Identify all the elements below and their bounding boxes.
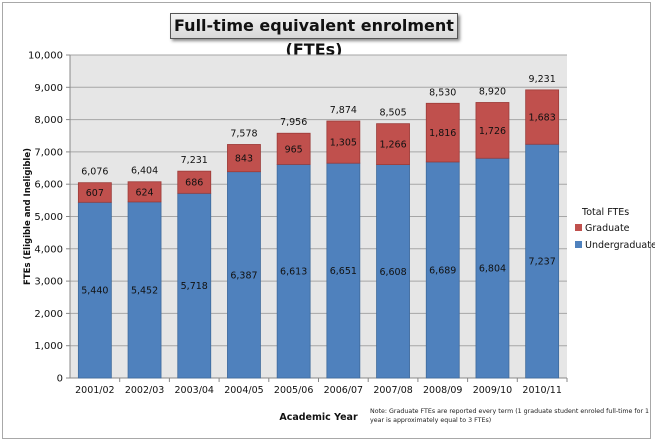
bar-undergraduate [177,192,212,379]
data-label: 5,452 [131,285,158,296]
bar-graduate [227,144,261,173]
x-tick-label: 2001/02 [75,385,114,396]
x-tick-label: 2010/11 [522,385,561,396]
x-tick-label: 2005/06 [274,385,313,396]
x-axis-title: Academic Year [279,412,358,423]
bar-graduate [127,181,162,203]
x-tick-label: 2003/04 [175,385,214,396]
data-label: 1,266 [379,140,406,151]
bar-undergraduate [475,157,510,379]
bar-graduate [177,170,212,194]
total-label: 6,404 [131,166,158,177]
data-label: 6,613 [280,267,307,278]
x-tick-label: 2008/09 [423,385,462,396]
total-label: 6,076 [81,167,108,178]
total-label: 8,530 [429,87,456,98]
y-tick-label: 2,000 [34,309,63,320]
data-label: 7,237 [529,257,556,268]
data-label: 607 [86,188,104,199]
data-label: 6,689 [429,265,456,276]
data-label: 965 [285,144,303,155]
total-label: 8,505 [379,108,406,119]
total-label: 7,956 [280,117,307,128]
chart-title: Full-time equivalent enrolment (FTEs) [170,13,458,59]
data-label: 6,387 [230,270,257,281]
chart-note: Note: Graduate FTEs are reported every t… [370,408,650,424]
total-label: 7,231 [181,155,208,166]
y-axis-title: FTEs (Eligible and Ineligible) [23,148,33,285]
y-tick-label: 0 [57,374,63,385]
bar-undergraduate [227,171,261,379]
legend-label-undergraduate: Undergraduate [585,240,655,251]
x-tick-label: 2007/08 [373,385,412,396]
total-label: 7,578 [230,128,257,139]
legend-title: Total FTEs [581,207,629,218]
data-label: 6,651 [330,266,357,277]
total-label: 8,920 [479,86,506,97]
data-label: 1,683 [529,113,556,124]
bar-undergraduate [127,201,162,379]
bar-graduate [276,132,311,165]
data-label: 5,440 [81,286,108,297]
y-tick-label: 4,000 [34,244,63,255]
y-tick-label: 1,000 [34,341,63,352]
y-tick-label: 3,000 [34,277,63,288]
x-tick-label: 2002/03 [125,385,164,396]
bar-graduate [475,102,510,159]
bar-graduate [376,123,410,165]
total-label: 7,874 [330,105,357,116]
y-tick-label: 10,000 [28,51,63,62]
y-tick-label: 7,000 [34,147,63,158]
bar-graduate [425,102,460,163]
x-tick-label: 2004/05 [224,385,263,396]
bar-graduate [326,120,361,164]
data-label: 5,718 [181,281,208,292]
data-label: 6,608 [379,267,406,278]
legend-label-graduate: Graduate [585,223,630,234]
y-tick-label: 8,000 [34,115,63,126]
bar-graduate [77,182,112,203]
bar-undergraduate [525,143,560,379]
chart-frame [2,2,651,439]
y-tick-label: 9,000 [34,83,63,94]
bar-undergraduate [376,164,410,379]
data-label: 686 [185,178,203,189]
total-label: 9,231 [529,74,556,85]
y-tick-label: 6,000 [34,180,63,191]
y-tick-label: 5,000 [34,212,63,223]
data-label: 624 [135,187,153,198]
data-label: 6,804 [479,264,506,275]
legend-swatch-undergraduate [575,241,582,248]
data-label: 1,726 [479,126,506,137]
x-tick-label: 2006/07 [324,385,363,396]
x-tick-label: 2009/10 [473,385,512,396]
data-label: 1,305 [330,138,357,149]
data-label: 1,816 [429,128,456,139]
bar-undergraduate [77,201,112,379]
data-label: 843 [235,154,253,165]
bar-graduate [525,89,560,145]
bar-undergraduate [425,161,460,379]
legend-swatch-graduate [575,224,582,231]
